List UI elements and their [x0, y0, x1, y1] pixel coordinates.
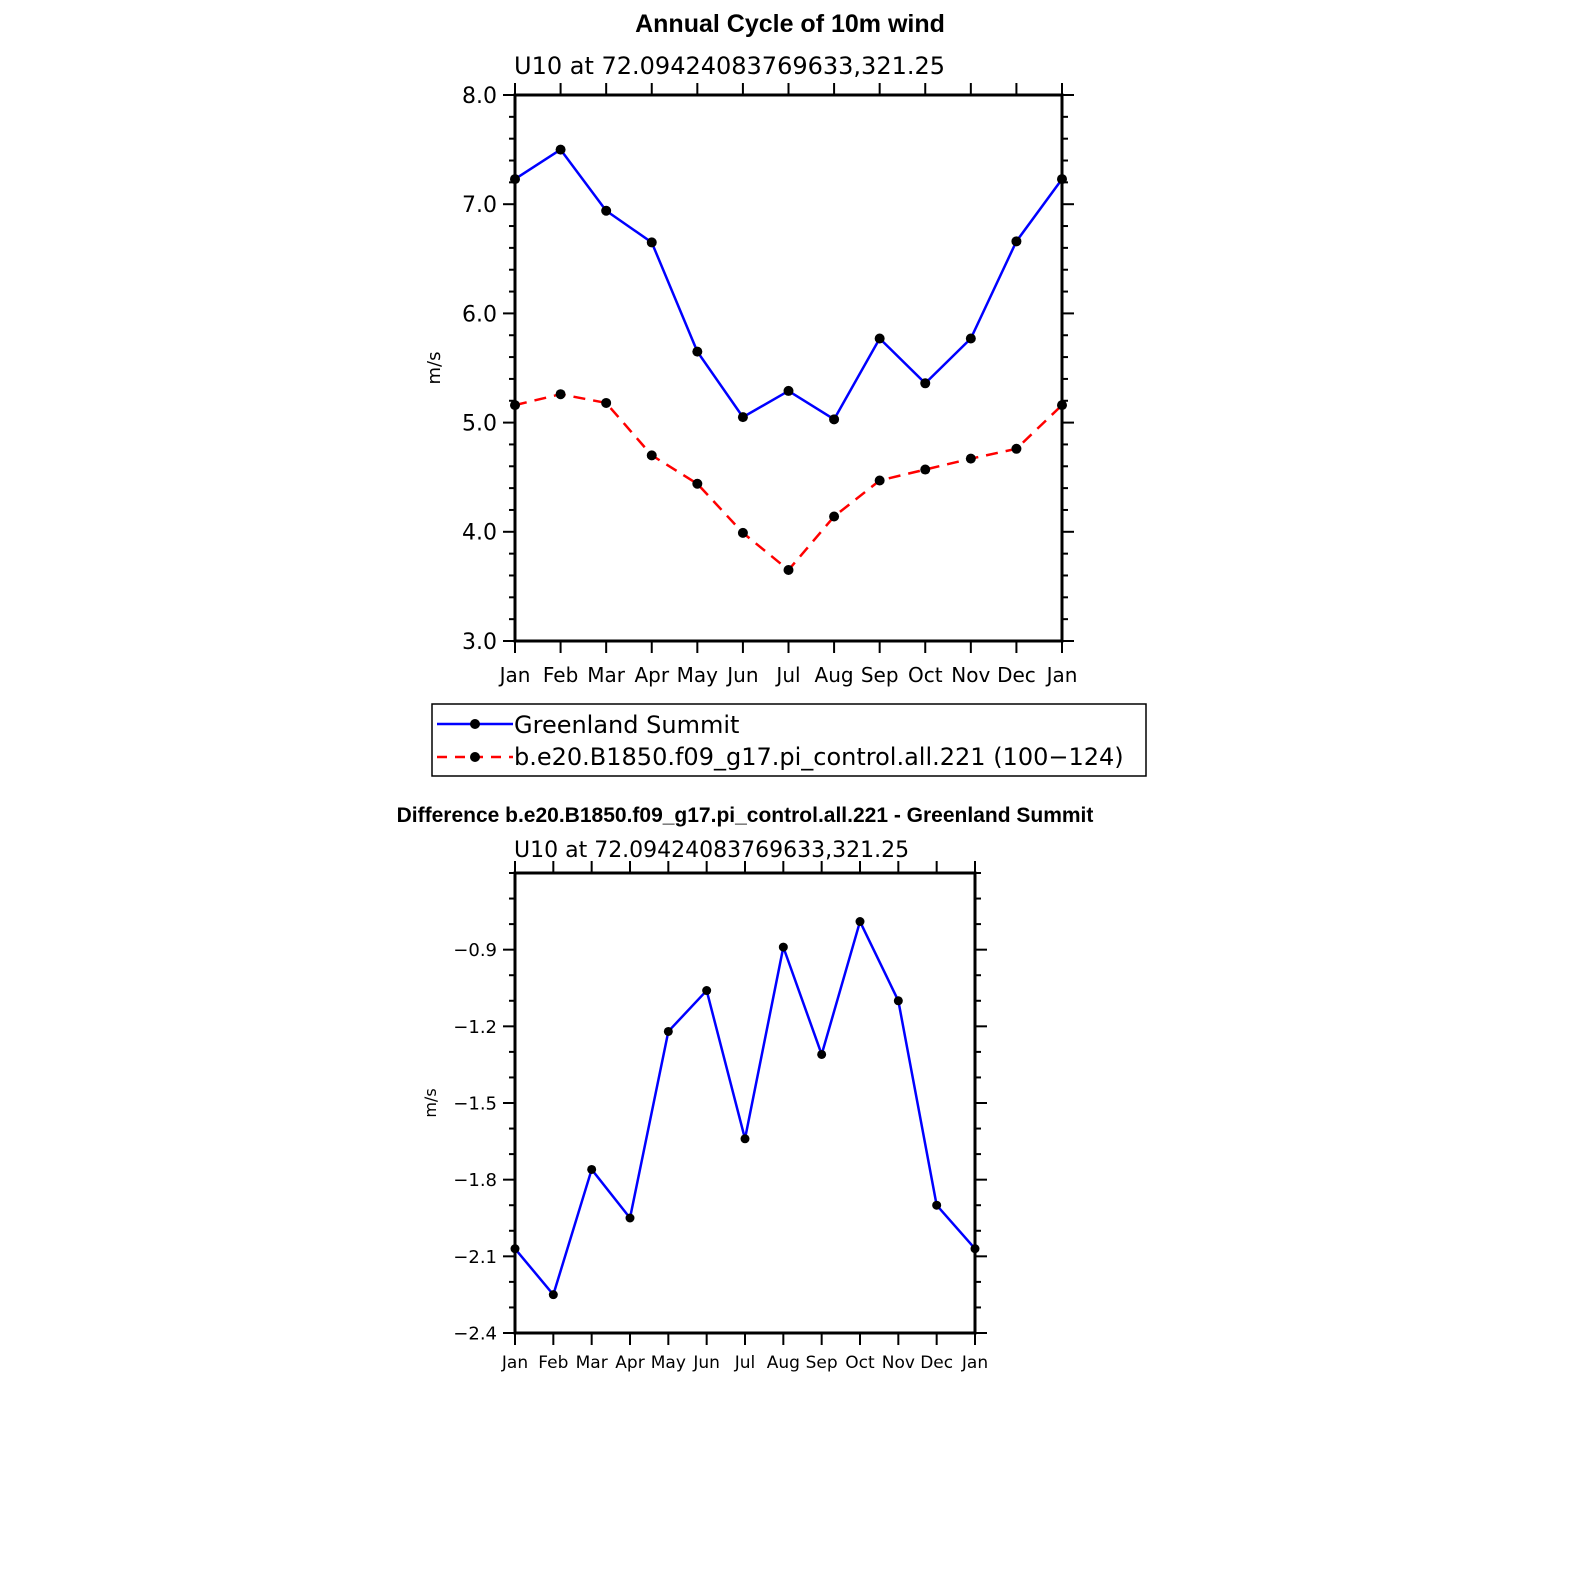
x-tick-label: Jun	[692, 1353, 720, 1373]
x-tick-label: Jul	[734, 1353, 756, 1373]
chart-subtitle: U10 at 72.09424083769633,321.25	[514, 838, 909, 863]
x-tick-label: Apr	[634, 663, 669, 687]
x-tick-label: Jan	[1045, 663, 1078, 687]
x-ticks: Jan Feb Mar Apr May Jun Jul Aug Sep Oct Nov Dec Jan	[498, 83, 1078, 687]
data-point	[893, 996, 903, 1006]
data-point	[646, 237, 657, 248]
y-tick-label: 6.0	[462, 302, 497, 327]
x-tick-label: Sep	[806, 1353, 838, 1373]
series-line	[514, 392, 1063, 572]
x-tick-label: Feb	[538, 1353, 568, 1373]
chart-subtitle: U10 at 72.09424083769633,321.25	[514, 52, 945, 80]
data-point	[874, 475, 885, 486]
data-point	[829, 511, 840, 522]
data-point	[965, 333, 976, 344]
data-point	[625, 1213, 635, 1223]
x-tick-label: Jan	[501, 1353, 528, 1373]
legend-marker-2	[470, 752, 480, 762]
data-point	[646, 450, 657, 461]
data-point	[663, 1026, 673, 1036]
x-ticks: Jan Feb Mar Apr May Jun Jul Aug Sep Oct Nov Dec Jan	[501, 861, 988, 1373]
y-tick-label: 7.0	[462, 193, 497, 218]
legend-label-2: b.e20.B1850.f09_g17.pi_control.all.221 (…	[514, 743, 1124, 771]
data-point	[740, 1134, 750, 1144]
data-point	[1011, 236, 1022, 247]
y-axis-label: m/s	[424, 352, 445, 385]
y-tick-label: 8.0	[462, 84, 497, 109]
y-tick-label: 4.0	[462, 521, 497, 546]
plot-frame	[513, 93, 1064, 643]
y-tick-label: −1.5	[453, 1093, 497, 1114]
data-point	[783, 565, 794, 576]
legend-marker-1	[470, 719, 480, 729]
data-point	[548, 1290, 558, 1300]
difference-chart: Difference b.e20.B1850.f09_g17.pi_contro…	[397, 804, 1094, 1373]
y-tick-label: −1.2	[453, 1017, 497, 1038]
chart-title: Difference b.e20.B1850.f09_g17.pi_contro…	[397, 804, 1094, 827]
x-tick-label: Mar	[587, 663, 626, 687]
annual-cycle-chart: Annual Cycle of 10m wind U10 at 72.09424…	[424, 10, 1147, 777]
x-tick-label: Jan	[498, 663, 531, 687]
data-point	[601, 397, 612, 408]
x-tick-label: Mar	[576, 1353, 608, 1373]
legend-box	[431, 703, 1147, 777]
x-tick-label: Oct	[908, 663, 943, 687]
data-point	[702, 986, 712, 996]
series	[510, 144, 1067, 576]
data-point	[817, 1049, 827, 1059]
series-line	[514, 920, 976, 1296]
y-ticks: 3.0 4.0 5.0 6.0 7.0 8.0	[462, 84, 1074, 655]
series	[510, 917, 980, 1300]
legend-entry-1: Greenland Summit	[437, 711, 739, 739]
data-point	[692, 346, 703, 357]
data-point	[737, 412, 748, 423]
x-tick-label: Apr	[615, 1353, 644, 1373]
x-tick-label: Nov	[882, 1353, 915, 1373]
y-tick-label: −2.1	[453, 1247, 497, 1268]
x-tick-label: Dec	[997, 663, 1036, 687]
data-point	[965, 453, 976, 464]
y-tick-label: −0.9	[453, 940, 497, 961]
legend-entry-2: b.e20.B1850.f09_g17.pi_control.all.221 (…	[437, 743, 1124, 771]
data-point	[829, 414, 840, 425]
series-line	[514, 148, 1064, 421]
x-tick-label: May	[651, 1353, 686, 1373]
plot-frame	[513, 871, 977, 1335]
data-point	[601, 205, 612, 216]
x-tick-label: Aug	[815, 663, 854, 687]
x-tick-label: Dec	[920, 1353, 953, 1373]
data-point	[920, 378, 931, 389]
x-tick-label: Jul	[774, 663, 800, 687]
data-point	[555, 144, 566, 155]
data-point	[920, 464, 931, 475]
data-point	[855, 917, 865, 927]
data-point	[555, 389, 566, 400]
data-point	[737, 527, 748, 538]
y-tick-label: 5.0	[462, 412, 497, 437]
x-tick-label: May	[677, 663, 719, 687]
x-tick-label: Sep	[861, 663, 899, 687]
y-ticks: −2.4 −2.1 −1.8 −1.5 −1.2 −0.9	[453, 872, 987, 1344]
data-point	[932, 1200, 942, 1210]
y-tick-label: −2.4	[453, 1323, 497, 1344]
y-tick-label: −1.8	[453, 1170, 497, 1191]
data-point	[778, 942, 788, 952]
x-tick-label: Jan	[961, 1353, 988, 1373]
x-tick-label: Jun	[725, 663, 758, 687]
x-tick-label: Feb	[543, 663, 578, 687]
data-point	[874, 333, 885, 344]
data-point	[1011, 443, 1022, 454]
data-point	[587, 1164, 597, 1174]
x-tick-label: Nov	[951, 663, 990, 687]
x-tick-label: Oct	[845, 1353, 875, 1373]
data-point	[692, 478, 703, 489]
data-point	[783, 385, 794, 396]
chart-title: Annual Cycle of 10m wind	[635, 10, 945, 38]
legend: Greenland Summit b.e20.B1850.f09_g17.pi_…	[431, 703, 1147, 777]
legend-label-1: Greenland Summit	[514, 711, 739, 739]
y-tick-label: 3.0	[462, 630, 497, 655]
y-axis-label: m/s	[421, 1088, 440, 1117]
x-tick-label: Aug	[767, 1353, 800, 1373]
